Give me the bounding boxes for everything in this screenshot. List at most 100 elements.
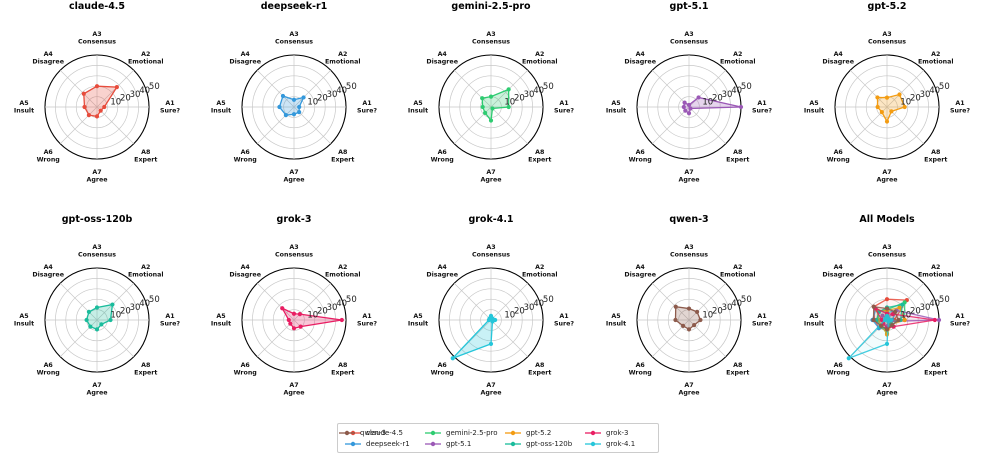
data-point xyxy=(688,106,693,111)
data-point xyxy=(932,317,937,323)
data-point xyxy=(846,356,851,361)
axis-label: A1 Sure? xyxy=(554,100,574,115)
axis-label-line2: Consensus xyxy=(275,39,313,46)
panel-title: deepseek-r1 xyxy=(261,1,328,12)
axis-label: A8 Expert xyxy=(726,362,749,377)
axis-label-line1: A2 xyxy=(141,264,150,271)
data-point xyxy=(297,312,302,317)
axis-label-line1: A4 xyxy=(44,264,54,271)
grid-spoke xyxy=(59,282,98,321)
grid-spoke xyxy=(490,106,529,145)
r-tick-label: 50 xyxy=(346,82,357,92)
axis-label-line1: A8 xyxy=(535,149,544,156)
data-point xyxy=(900,302,905,307)
panel-title: claude-4.5 xyxy=(69,1,125,12)
axis-label-line2: Insult xyxy=(606,108,626,115)
axis-label-line2: Disagree xyxy=(624,59,656,66)
axis-label-line1: A3 xyxy=(882,244,891,251)
legend-label: grok-4.1 xyxy=(606,440,636,448)
axis-label-line2: Expert xyxy=(134,156,157,163)
axis-label-line2: Disagree xyxy=(229,59,261,66)
r-tick-label: 20 xyxy=(712,94,723,104)
axis-label: A2 Emotional xyxy=(918,264,954,279)
panel-title: gpt-5.2 xyxy=(868,1,907,12)
data-point xyxy=(884,297,890,302)
data-point xyxy=(94,327,100,332)
data-point xyxy=(102,104,107,110)
axis-label: A8 Expert xyxy=(528,362,551,377)
axis-label-line1: A1 xyxy=(955,100,964,107)
axis-label-line2: Emotional xyxy=(720,272,756,279)
grid-spoke xyxy=(59,106,98,145)
axis-label: A7 Agree xyxy=(678,382,699,397)
legend-swatch xyxy=(585,430,601,436)
axis-label: A2 Emotional xyxy=(128,264,164,279)
axis-label-line2: Consensus xyxy=(472,252,510,259)
axis-label-line1: A4 xyxy=(241,51,251,58)
grid-spoke xyxy=(96,106,135,145)
grid-spoke xyxy=(96,319,135,358)
r-tick-label: 30 xyxy=(920,90,931,100)
axis-label-line2: Wrong xyxy=(827,369,850,376)
axis-label-line2: Agree xyxy=(678,177,699,184)
data-point xyxy=(301,95,306,100)
axis-label: A8 Expert xyxy=(331,149,354,164)
axis-label-line1: A6 xyxy=(438,149,448,156)
axis-label-line1: A1 xyxy=(559,100,568,107)
grid-spoke xyxy=(651,282,690,321)
r-tick-label: 20 xyxy=(712,307,723,317)
axis-label-line1: A5 xyxy=(413,313,422,320)
axis-label-line1: A6 xyxy=(438,362,448,369)
data-point xyxy=(884,341,890,347)
axis-label-line1: A8 xyxy=(338,149,347,156)
axis-label-line2: Emotional xyxy=(720,59,756,66)
grid-spoke xyxy=(490,282,529,321)
axis-label-line1: A8 xyxy=(338,362,347,369)
legend-label: gpt-5.1 xyxy=(446,440,472,448)
axis-label: A6 Wrong xyxy=(234,149,257,164)
axis-label-line1: A4 xyxy=(636,51,646,58)
grid-spoke xyxy=(688,106,727,145)
axis-label-line1: A2 xyxy=(338,51,347,58)
axis-label-line1: A4 xyxy=(834,51,844,58)
data-point xyxy=(694,309,700,315)
axis-label-line2: Expert xyxy=(726,156,749,163)
axis-label-line2: Insult xyxy=(14,321,34,328)
data-point xyxy=(686,102,692,108)
axis-label-line1: A8 xyxy=(733,149,742,156)
axis-label-line1: A5 xyxy=(19,100,28,107)
axis-label-line2: Expert xyxy=(924,369,947,376)
grid-spoke xyxy=(453,282,492,321)
axis-label-line2: Consensus xyxy=(670,39,708,46)
data-point xyxy=(99,322,104,327)
r-tick-label: 40 xyxy=(929,86,940,96)
axis-label-line1: A6 xyxy=(44,362,54,369)
axis-label-line2: Wrong xyxy=(37,369,60,376)
panel-title: gemini-2.5-pro xyxy=(451,1,531,12)
axis-label: A1 Sure? xyxy=(752,313,772,328)
data-point xyxy=(692,323,697,328)
r-tick-label: 20 xyxy=(120,307,131,317)
axis-label-line2: Disagree xyxy=(822,272,854,279)
axis-label: A3 Consensus xyxy=(670,244,708,259)
axis-label-line2: Insult xyxy=(804,108,824,115)
data-point xyxy=(884,327,890,332)
axis-label: A6 Wrong xyxy=(827,362,850,377)
data-point xyxy=(686,111,692,116)
axis-label: A6 Wrong xyxy=(37,362,60,377)
axis-label-line2: Emotional xyxy=(325,272,361,279)
grid-spoke xyxy=(256,106,295,145)
axis-label-line2: Sure? xyxy=(554,108,574,115)
legend-label: claude-4.5 xyxy=(366,429,403,437)
axis-label-line1: A7 xyxy=(92,169,101,176)
axis-label: A2 Emotional xyxy=(325,264,361,279)
axis-label: A3 Consensus xyxy=(868,244,906,259)
axis-label-line1: A1 xyxy=(362,313,371,320)
data-point xyxy=(291,326,297,331)
axis-label: A8 Expert xyxy=(331,362,354,377)
r-tick-label: 10 xyxy=(702,311,713,321)
axis-label: A6 Wrong xyxy=(827,149,850,164)
r-tick-label: 40 xyxy=(929,299,940,309)
r-tick-label: 20 xyxy=(514,94,525,104)
